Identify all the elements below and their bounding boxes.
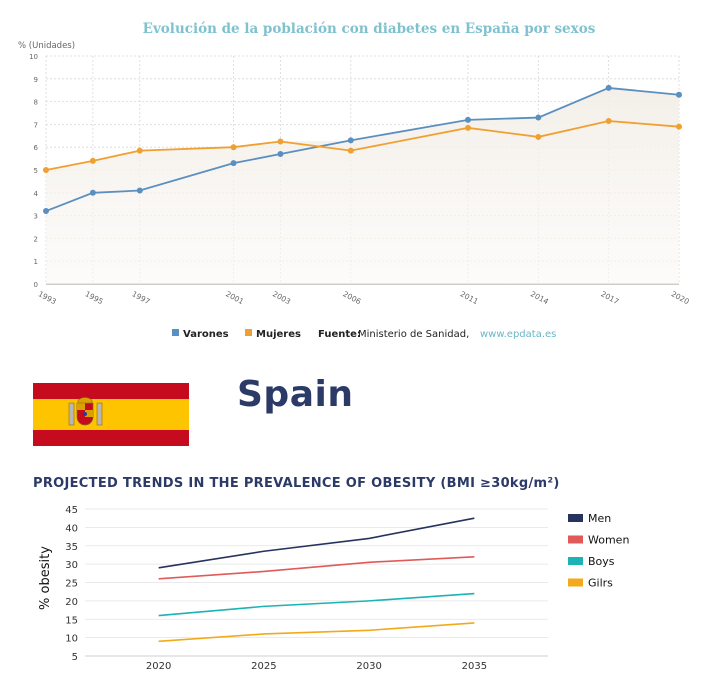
legend-swatch-women — [568, 535, 583, 544]
y-tick-label: 6 — [34, 144, 39, 152]
spain-flag — [33, 383, 189, 446]
legend-label-mujeres: Mujeres — [256, 329, 301, 340]
series-line-boys — [158, 592, 475, 617]
y-tick-label: 5 — [72, 652, 78, 663]
y-tick-label: 10 — [29, 53, 38, 61]
data-point-varones — [89, 189, 96, 196]
chart1-area — [46, 87, 679, 284]
legend-swatch-varones — [172, 329, 179, 336]
y-tick-label: 9 — [34, 76, 38, 84]
chart2-title: PROJECTED TRENDS IN THE PREVALENCE OF OB… — [33, 476, 560, 491]
data-point-mujeres — [535, 133, 542, 140]
data-point-mujeres — [347, 147, 354, 154]
data-point-varones — [230, 160, 237, 167]
legend-label-varones: Varones — [183, 329, 229, 340]
data-point-varones — [676, 91, 682, 98]
y-tick-label: 15 — [65, 615, 78, 626]
legend-swatch-men — [568, 514, 583, 522]
chart1-legend: Varones Mujeres Fuente: Ministerio de Sa… — [172, 329, 556, 340]
series-line-men — [158, 517, 475, 569]
y-tick-label: 5 — [34, 167, 38, 175]
y-tick-label: 8 — [34, 99, 38, 107]
series-line-gilrs — [158, 622, 475, 643]
x-tick-label: 2020 — [146, 661, 171, 672]
data-point-mujeres — [277, 138, 284, 145]
chart2-yticks: 5 10 15 20 25 30 35 40 45 — [65, 505, 78, 663]
data-point-varones — [465, 116, 471, 123]
x-tick-label: 1995 — [84, 289, 105, 306]
x-tick-label: 2035 — [462, 661, 487, 672]
source-label: Fuente: — [318, 329, 361, 340]
series-line-varones — [45, 87, 680, 212]
legend-label-gilrs: Gilrs — [588, 577, 613, 590]
legend-label-men: Men — [588, 512, 611, 525]
chart2-grid — [85, 508, 548, 657]
chart2-legend: Men Women Boys Gilrs — [568, 512, 629, 590]
chart2-lines — [158, 517, 475, 643]
y-tick-label: 30 — [65, 560, 78, 571]
x-tick-label: 1997 — [130, 289, 151, 306]
y-tick-label: 45 — [65, 505, 78, 516]
source-text: Ministerio de Sanidad, — [358, 329, 469, 340]
y-tick-label: 3 — [34, 213, 38, 221]
x-tick-label: 2014 — [529, 289, 550, 306]
y-tick-label: 4 — [34, 190, 39, 198]
y-tick-label: 20 — [65, 597, 78, 608]
chart2-xticks: 2020 2025 2030 2035 — [146, 661, 487, 672]
series-line-women — [158, 555, 475, 580]
data-point-varones — [277, 151, 284, 158]
data-point-mujeres — [43, 167, 49, 173]
legend-swatch-boys — [568, 557, 583, 565]
y-tick-label: 10 — [65, 634, 78, 645]
data-point-varones — [43, 208, 49, 215]
y-tick-label: 35 — [65, 542, 78, 553]
x-tick-label: 2011 — [459, 289, 480, 306]
data-point-varones — [347, 137, 354, 144]
chart1-title: Evolución de la población con diabetes e… — [143, 21, 596, 37]
y-tick-label: 40 — [65, 523, 78, 534]
y-tick-label: 2 — [34, 235, 38, 243]
chart1-points — [43, 84, 682, 215]
data-point-mujeres — [605, 117, 612, 124]
source-link[interactable]: www.epdata.es — [480, 329, 556, 340]
legend-label-boys: Boys — [588, 555, 615, 568]
data-point-varones — [136, 187, 143, 194]
data-point-varones — [535, 114, 542, 121]
legend-label-women: Women — [588, 534, 629, 547]
x-tick-label: 2006 — [341, 289, 362, 306]
data-point-mujeres — [230, 144, 237, 151]
chart1-yticks: 0 1 2 3 4 5 6 7 8 9 10 — [29, 53, 38, 289]
area-fill — [46, 87, 679, 284]
x-tick-label: 2003 — [271, 289, 292, 306]
country-name: Spain — [237, 374, 354, 415]
data-point-mujeres — [676, 123, 682, 130]
x-tick-label: 2030 — [356, 661, 381, 672]
x-tick-label: 2017 — [599, 289, 620, 306]
x-tick-label: 2001 — [224, 289, 245, 306]
x-tick-label: 2020 — [670, 289, 691, 306]
data-point-mujeres — [136, 147, 143, 154]
chart2-ylabel: % obesity — [38, 546, 53, 610]
diabetes-chart: Evolución de la población con diabetes e… — [18, 21, 691, 340]
chart1-xticks: 1993 1995 1997 2001 2003 2006 2011 2014 2017 2020 — [37, 289, 691, 306]
y-tick-label: 25 — [65, 579, 78, 590]
data-point-mujeres — [465, 124, 471, 131]
data-point-varones — [605, 84, 612, 91]
x-tick-label: 2025 — [251, 661, 276, 672]
chart1-lines — [45, 87, 680, 212]
legend-swatch-mujeres — [245, 329, 252, 336]
coat-of-arms-icon — [68, 397, 103, 426]
y-tick-label: 7 — [34, 121, 38, 129]
y-tick-label: 0 — [34, 281, 38, 289]
series-line-mujeres — [45, 120, 680, 171]
data-point-mujeres — [89, 157, 96, 164]
legend-swatch-gilrs — [568, 578, 583, 587]
y-tick-label: 1 — [34, 258, 38, 266]
x-tick-label: 1993 — [37, 289, 58, 306]
chart1-ylabel: % (Unidades) — [18, 41, 75, 51]
